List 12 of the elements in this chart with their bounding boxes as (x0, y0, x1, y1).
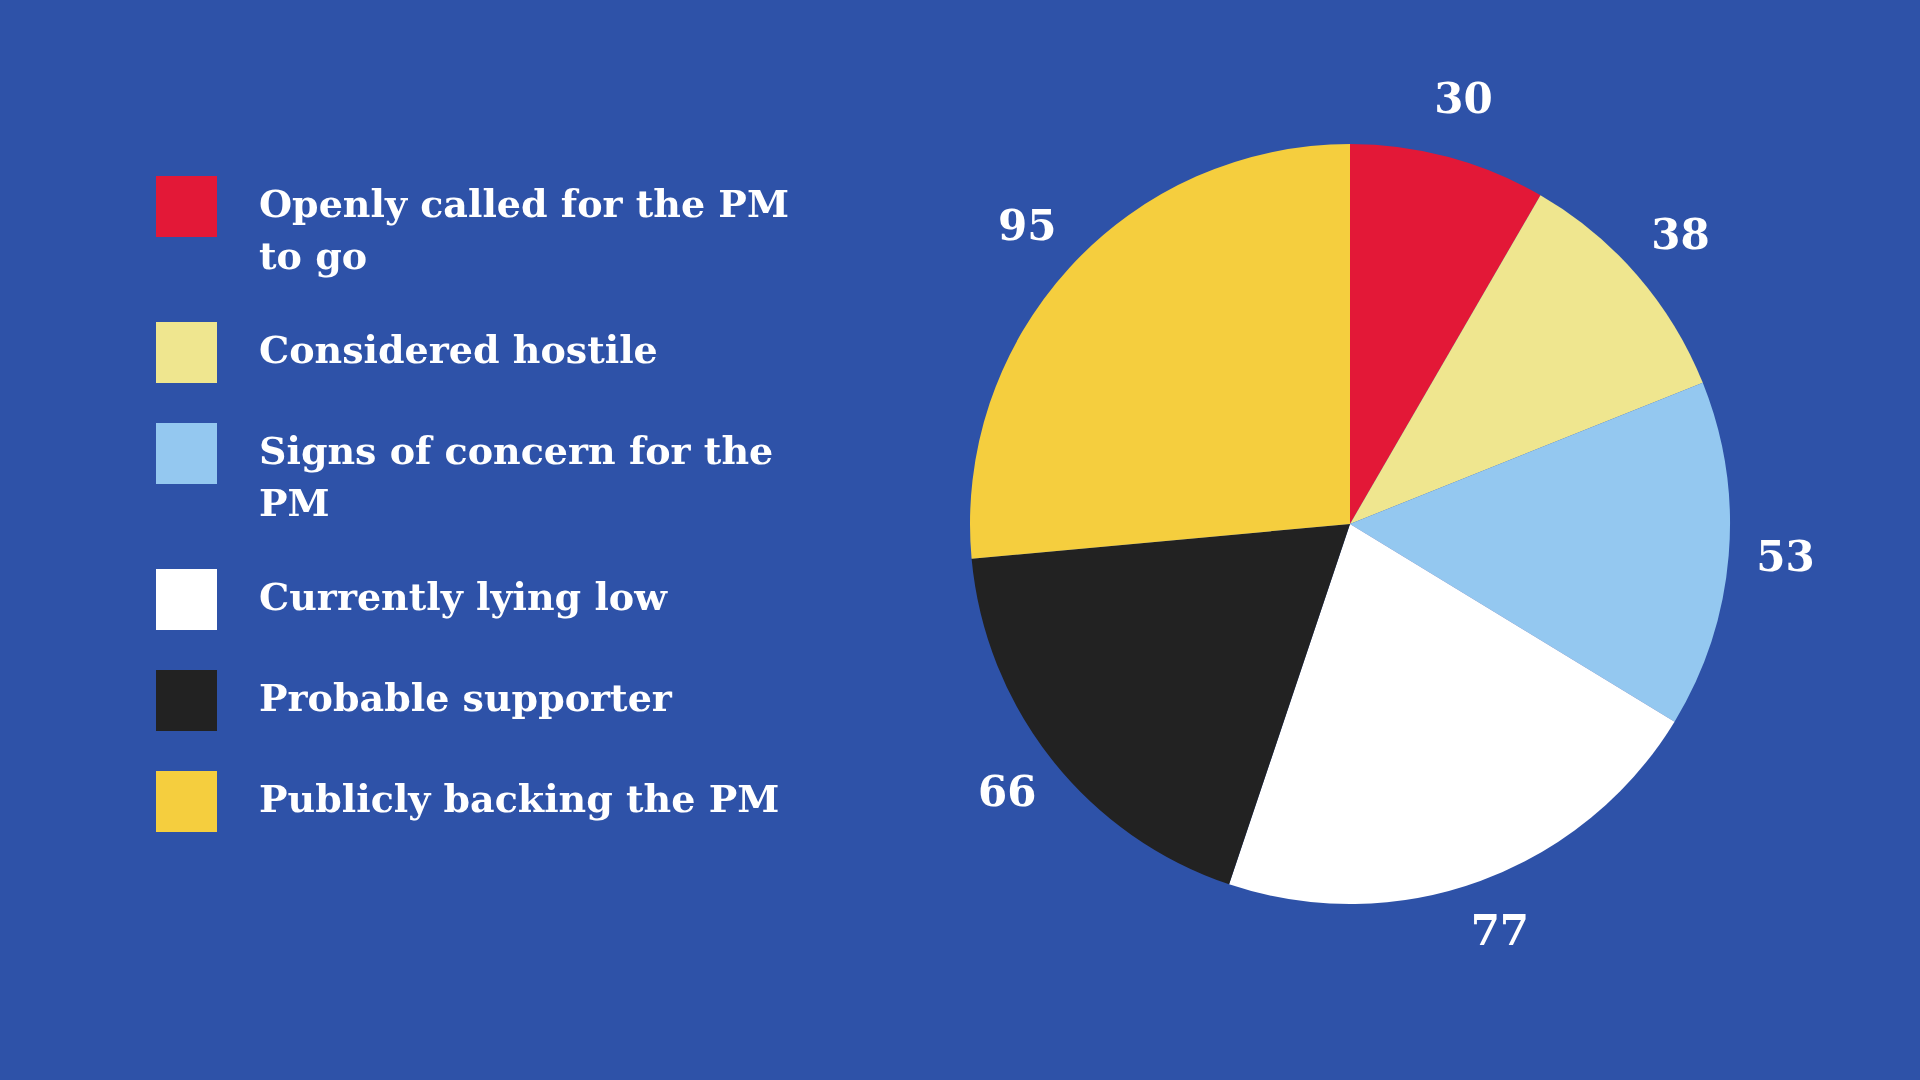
data-label: 95 (997, 201, 1057, 251)
data-label: 77 (1470, 906, 1530, 956)
legend-label: Openly called for the PM to go (259, 180, 790, 280)
data-label: 38 (1651, 209, 1710, 259)
legend-label: Signs of concern for the PM (259, 427, 775, 527)
data-label: 30 (1434, 73, 1493, 123)
legend-label: Publicly backing the PM (259, 775, 780, 823)
legend-label: Probable supporter (259, 674, 672, 722)
legend-label: Considered hostile (259, 326, 658, 374)
data-label: 66 (978, 767, 1037, 817)
legend-label: Currently lying low (259, 573, 667, 621)
data-label: 53 (1756, 532, 1815, 582)
